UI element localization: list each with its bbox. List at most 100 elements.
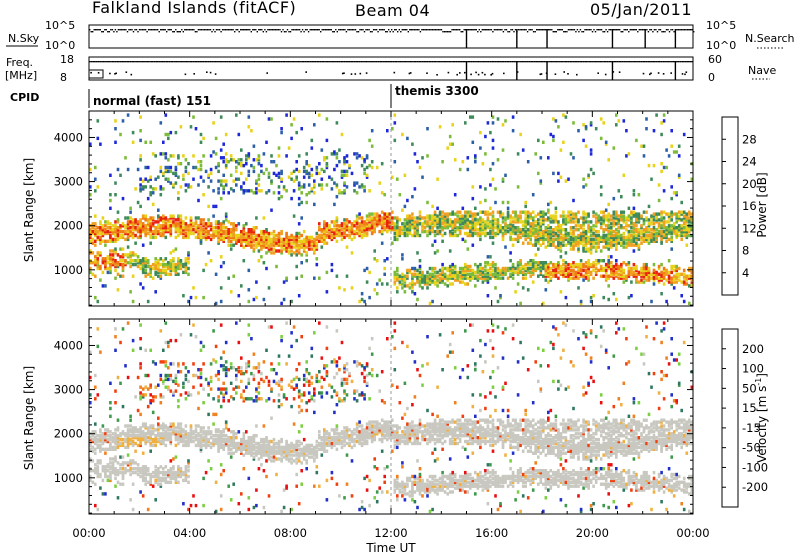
power-cell — [633, 267, 636, 270]
power-cell — [567, 238, 570, 241]
power-cell — [524, 201, 527, 204]
freq-point — [225, 61, 226, 62]
power-cell — [331, 152, 334, 155]
power-cell — [472, 197, 475, 200]
power-cell — [122, 253, 125, 256]
power-cell — [522, 277, 525, 280]
power-cell — [620, 263, 623, 266]
power-cell — [467, 265, 470, 268]
power-cell — [605, 228, 608, 231]
power-cell — [572, 230, 575, 233]
power-cell — [557, 220, 560, 223]
nave-point — [470, 74, 472, 76]
power-cell — [519, 259, 522, 262]
power-cell — [308, 172, 311, 175]
nave-point — [576, 74, 578, 76]
power-cell — [160, 269, 163, 272]
power-cell — [555, 232, 558, 235]
power-cell — [529, 242, 532, 245]
nsky-point — [630, 29, 631, 30]
power-cell — [414, 292, 417, 295]
power-cell — [534, 224, 537, 227]
freq-point — [295, 61, 296, 62]
power-cell — [165, 269, 168, 272]
power-cell — [321, 183, 324, 186]
power-cell — [474, 160, 477, 163]
freq-point — [501, 61, 502, 62]
freq-point — [312, 61, 313, 62]
power-cell — [109, 226, 112, 229]
power-cell — [167, 218, 170, 221]
power-cell — [114, 181, 117, 184]
power-cell — [451, 282, 454, 285]
freq-point — [156, 61, 157, 62]
power-cell — [336, 240, 339, 243]
power-cell — [446, 284, 449, 287]
power-cell — [487, 121, 490, 124]
power-cell — [273, 160, 276, 163]
freq-point — [649, 61, 650, 62]
freq-point — [302, 61, 303, 62]
freq-point — [367, 61, 368, 62]
power-cell — [512, 211, 515, 214]
power-cell — [582, 275, 585, 278]
power-cell — [499, 211, 502, 214]
nsky-point — [498, 29, 499, 30]
power-cell — [376, 166, 379, 169]
power-cell — [585, 269, 588, 272]
nave-point — [210, 72, 212, 74]
power-cell — [298, 197, 301, 200]
power-cell — [401, 286, 404, 289]
freq-point — [362, 61, 363, 62]
power-cell — [253, 226, 256, 229]
power-cell — [489, 263, 492, 266]
power-cell — [346, 185, 349, 188]
nsky-point — [217, 29, 218, 30]
power-cell — [429, 273, 432, 276]
power-cell — [137, 220, 140, 223]
power-cell — [265, 251, 268, 254]
power-cell — [472, 115, 475, 118]
power-cell — [139, 267, 142, 270]
power-cell — [668, 280, 671, 283]
power-cell — [114, 193, 117, 196]
freq-point — [428, 61, 429, 62]
power-cell — [550, 201, 553, 204]
power-cell — [149, 185, 152, 188]
nsky-point — [426, 29, 427, 30]
power-cell — [434, 251, 437, 254]
power-cell — [540, 222, 543, 225]
nsky-point — [267, 29, 268, 30]
power-cell — [519, 214, 522, 217]
nsky-point — [672, 29, 673, 30]
power-cell — [592, 228, 595, 231]
power-cell — [107, 226, 110, 229]
power-cell — [303, 170, 306, 173]
power-cell — [668, 212, 671, 215]
power-cell — [555, 238, 558, 241]
power-cell — [177, 257, 180, 260]
power-cell — [160, 257, 163, 260]
power-cell — [109, 234, 112, 237]
power-cell — [547, 209, 550, 212]
power-cell — [504, 174, 507, 177]
power-cell — [519, 267, 522, 270]
power-cell — [472, 185, 475, 188]
nsky-point — [592, 31, 593, 32]
power-cell — [235, 160, 238, 163]
power-cell — [109, 263, 112, 266]
power-cell — [628, 261, 631, 264]
nsky-point — [192, 29, 193, 30]
nsky-point — [371, 31, 372, 32]
power-cell — [195, 220, 198, 223]
power-cell — [353, 220, 356, 223]
power-cell — [97, 236, 100, 239]
power-cell — [640, 278, 643, 281]
freq-point — [582, 61, 583, 62]
power-cell — [290, 249, 293, 252]
power-cell — [595, 245, 598, 248]
nsky-point — [269, 29, 270, 30]
nsky-point — [545, 29, 546, 30]
nsky-point — [201, 29, 202, 30]
nave-point — [394, 72, 396, 74]
